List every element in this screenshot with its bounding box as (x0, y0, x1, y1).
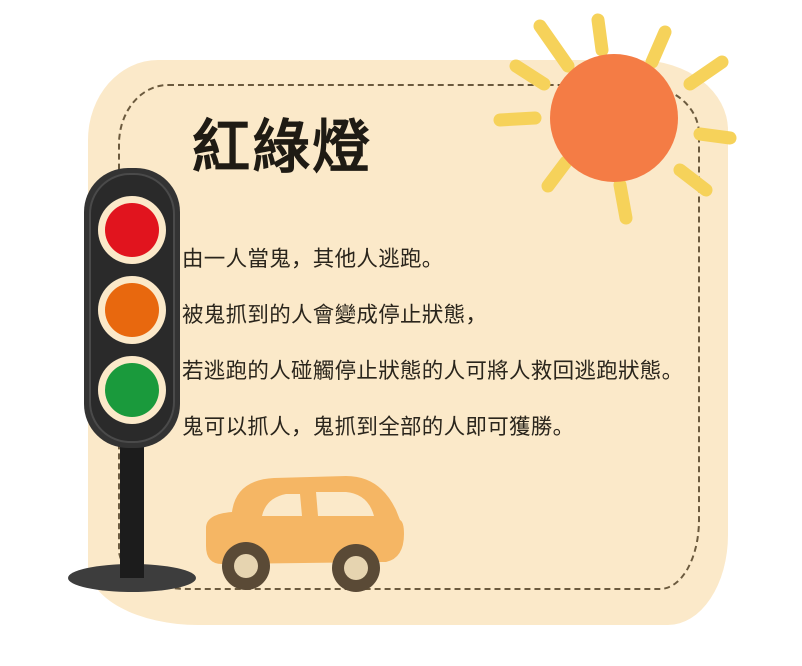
card-title: 紅綠燈 (192, 113, 373, 181)
rule-line: 若逃跑的人碰觸停止狀態的人可將人救回逃跑狀態。 (182, 359, 684, 384)
rule-line: 被鬼抓到的人會變成停止狀態， (182, 303, 488, 328)
sun-icon (493, 13, 737, 225)
rules-list: 由一人當鬼，其他人逃跑。 被鬼抓到的人會變成停止狀態， 若逃跑的人碰觸停止狀態的… (182, 232, 683, 456)
rule-line: 由一人當鬼，其他人逃跑。 (182, 247, 444, 272)
car-icon (206, 476, 404, 592)
traffic-light-icon (68, 168, 196, 592)
rule-line: 鬼可以抓人，鬼抓到全部的人即可獲勝。 (182, 415, 575, 440)
